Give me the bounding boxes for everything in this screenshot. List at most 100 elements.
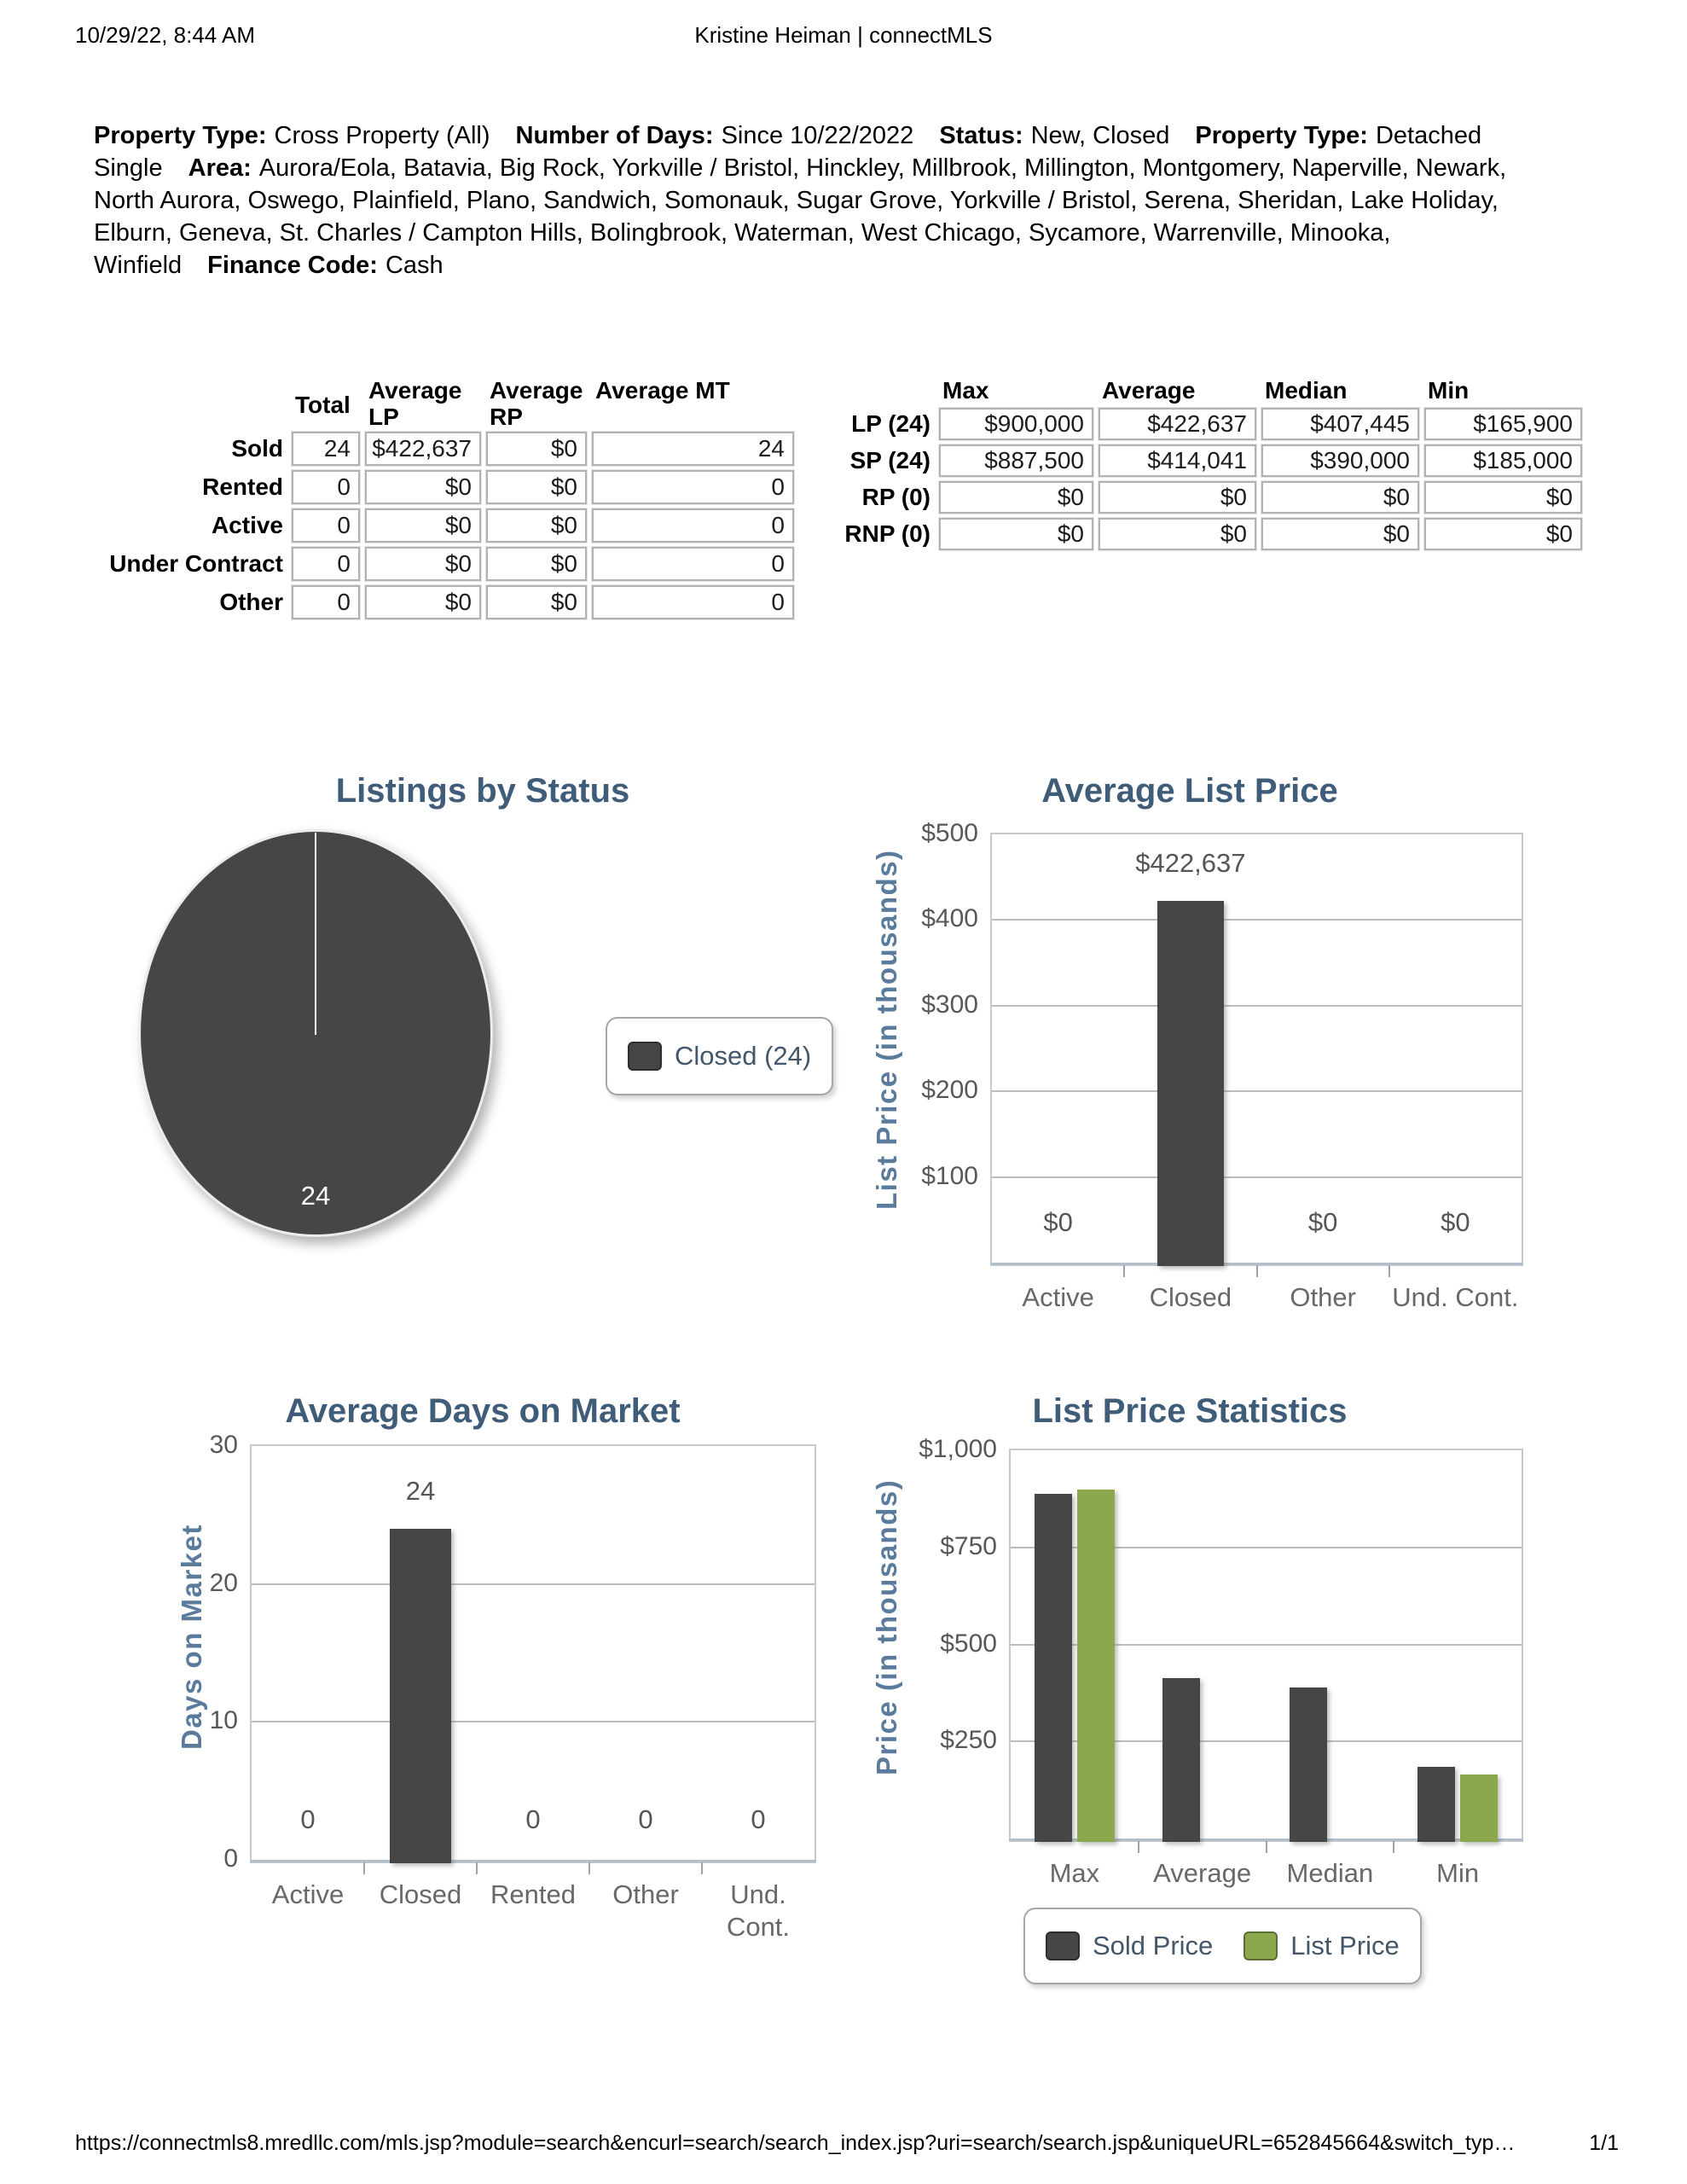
value-box[interactable]: $0 bbox=[486, 470, 587, 504]
value-box[interactable]: $390,000 bbox=[1261, 444, 1419, 477]
y-tick-label: 0 bbox=[223, 1844, 238, 1873]
x-axis-tick bbox=[363, 1862, 365, 1874]
value-box[interactable]: $414,041 bbox=[1099, 444, 1256, 477]
pie-slice-divider bbox=[315, 833, 316, 1035]
criteria-segment: Status: New, Closed bbox=[939, 122, 1170, 149]
value-box[interactable]: 0 bbox=[592, 585, 794, 619]
value-box[interactable]: $0 bbox=[1424, 481, 1582, 514]
table-row: Other 0 $0 $0 0 bbox=[94, 585, 794, 619]
value-box[interactable]: $0 bbox=[939, 481, 1093, 514]
value-box[interactable]: $0 bbox=[365, 508, 481, 543]
legend-item-sold-price: Sold Price bbox=[1046, 1931, 1213, 1961]
y-tick-label: $500 bbox=[940, 1629, 997, 1658]
table-row: Active 0 $0 $0 0 bbox=[94, 508, 794, 543]
y-tick-label: $750 bbox=[940, 1531, 997, 1560]
value-box[interactable]: $0 bbox=[486, 432, 587, 466]
value-box[interactable]: 0 bbox=[292, 470, 360, 504]
table-row: RP (0) $0 $0 $0 $0 bbox=[796, 481, 1582, 514]
x-axis-tick bbox=[701, 1862, 703, 1874]
row-label: Rented bbox=[202, 473, 283, 500]
print-datetime: 10/29/22, 8:44 AM bbox=[75, 22, 256, 48]
value-box[interactable]: $407,445 bbox=[1261, 408, 1419, 440]
category-label: Und. Cont. bbox=[726, 1879, 791, 1942]
value-box[interactable]: $900,000 bbox=[939, 408, 1093, 440]
value-box[interactable]: $185,000 bbox=[1424, 444, 1582, 477]
value-label: $0 bbox=[1441, 1207, 1470, 1237]
gridline bbox=[992, 1176, 1522, 1178]
legend-item-closed: Closed (24) bbox=[628, 1041, 811, 1072]
page-number: 1/1 bbox=[1589, 2131, 1619, 2155]
category-label: Max bbox=[1049, 1858, 1100, 1888]
bar-sold-price bbox=[1417, 1766, 1456, 1842]
value-box[interactable]: $0 bbox=[1261, 481, 1419, 514]
y-tick-label: 10 bbox=[209, 1706, 238, 1735]
x-axis-tick bbox=[1137, 1841, 1139, 1853]
gridline bbox=[1011, 1740, 1522, 1743]
value-box[interactable]: $422,637 bbox=[365, 432, 481, 466]
bar-sold-price bbox=[1034, 1494, 1072, 1842]
row-label: Active bbox=[211, 512, 283, 538]
category-label: Median bbox=[1286, 1858, 1374, 1888]
price-stats-legend: Sold Price List Price bbox=[1023, 1908, 1422, 1984]
value-box[interactable]: 24 bbox=[592, 432, 794, 466]
value-box[interactable]: $0 bbox=[1424, 518, 1582, 550]
value-box[interactable]: $0 bbox=[365, 585, 481, 619]
value-box[interactable]: $0 bbox=[1261, 518, 1419, 550]
column-header-median: Median bbox=[1265, 377, 1348, 404]
closed-swatch-icon bbox=[628, 1042, 662, 1071]
value-box[interactable]: $0 bbox=[486, 508, 587, 543]
x-axis-tick bbox=[476, 1862, 478, 1874]
column-header-average-rp: Average RP bbox=[490, 377, 583, 430]
x-axis-tick bbox=[1265, 1841, 1267, 1853]
x-axis-line bbox=[990, 1263, 1523, 1265]
value-box[interactable]: $887,500 bbox=[939, 444, 1093, 477]
bar-closed bbox=[390, 1529, 451, 1863]
row-label: Sold bbox=[231, 435, 283, 462]
criteria-segment: Number of Days: Since 10/22/2022 bbox=[515, 122, 914, 149]
value-box[interactable]: 0 bbox=[292, 547, 360, 581]
category-label: Und. Cont. bbox=[1392, 1282, 1519, 1312]
column-header-average: Average bbox=[1102, 377, 1196, 404]
value-label: 0 bbox=[638, 1804, 653, 1834]
value-label: $422,637 bbox=[1135, 847, 1246, 878]
legend-label: List Price bbox=[1290, 1931, 1400, 1960]
pie-slice-label: 24 bbox=[300, 1181, 331, 1211]
row-label: SP (24) bbox=[849, 447, 930, 473]
bar-list-price bbox=[1460, 1774, 1499, 1842]
value-box[interactable]: 0 bbox=[592, 470, 794, 504]
y-tick-label: $1,000 bbox=[919, 1435, 997, 1463]
legend-label: Sold Price bbox=[1093, 1931, 1214, 1960]
column-header-max: Max bbox=[942, 377, 989, 404]
value-box[interactable]: 0 bbox=[592, 508, 794, 543]
row-label: LP (24) bbox=[851, 410, 930, 437]
bar-list-price bbox=[1076, 1489, 1115, 1842]
x-axis-tick bbox=[1393, 1841, 1395, 1853]
value-box[interactable]: $422,637 bbox=[1099, 408, 1256, 440]
search-criteria: Property Type: Cross Property (All) Number… bbox=[94, 119, 1554, 282]
value-box[interactable]: $0 bbox=[365, 470, 481, 504]
value-box[interactable]: $0 bbox=[1099, 481, 1256, 514]
criteria-segment: Finance Code: Cash bbox=[207, 252, 443, 279]
value-box[interactable]: $165,900 bbox=[1424, 408, 1582, 440]
column-header-min: Min bbox=[1428, 377, 1470, 404]
category-label: Closed bbox=[379, 1879, 462, 1909]
value-box[interactable]: 0 bbox=[292, 585, 360, 619]
value-box[interactable]: $0 bbox=[486, 547, 587, 581]
bar-closed bbox=[1157, 900, 1224, 1266]
value-box[interactable]: 0 bbox=[292, 508, 360, 543]
value-box[interactable]: $0 bbox=[486, 585, 587, 619]
value-box[interactable]: $0 bbox=[939, 518, 1093, 550]
pie-legend: Closed (24) bbox=[606, 1017, 834, 1095]
value-box[interactable]: 24 bbox=[292, 432, 360, 466]
value-label: 24 bbox=[405, 1476, 436, 1506]
criteria-segment: Property Type: Cross Property (All) bbox=[94, 122, 490, 149]
column-header-average-mt: Average MT bbox=[595, 377, 730, 404]
value-box[interactable]: 0 bbox=[592, 547, 794, 581]
category-label: Average bbox=[1153, 1858, 1252, 1888]
value-box[interactable]: $0 bbox=[365, 547, 481, 581]
legend-label: Closed (24) bbox=[675, 1041, 812, 1071]
x-axis-tick bbox=[1123, 1265, 1126, 1277]
y-tick-label: $200 bbox=[921, 1076, 978, 1105]
value-box[interactable]: $0 bbox=[1099, 518, 1256, 550]
y-tick-label: $250 bbox=[940, 1726, 997, 1755]
